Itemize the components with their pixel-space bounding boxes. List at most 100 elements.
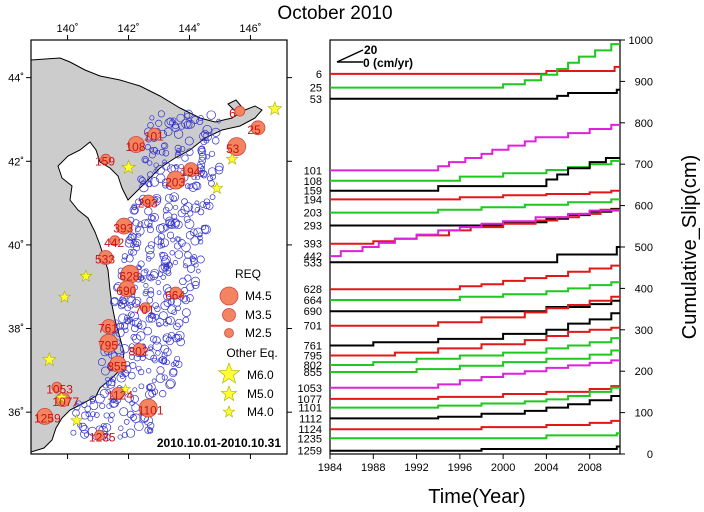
series-label-855: 855 — [304, 367, 322, 379]
seismicity-circle — [81, 411, 89, 420]
seismicity-circle — [128, 371, 136, 380]
x-tick-label: 1984 — [318, 462, 342, 474]
map-station-label: 1124 — [107, 389, 133, 403]
seismicity-circle — [166, 117, 175, 126]
seismicity-circle — [162, 284, 172, 293]
seismicity-circle — [155, 119, 163, 127]
seismicity-circle — [158, 264, 168, 273]
seismicity-circle — [186, 148, 194, 156]
series-line-53 — [330, 88, 620, 100]
seismicity-circle — [216, 118, 221, 124]
map-panel: 140˚ 142˚ 144˚ 146˚ 44˚ 42˚ 40˚ 38˚ 36˚ 6 25 53 101… — [8, 23, 292, 459]
figure-title: October 2010 — [277, 3, 392, 24]
map-lat-tick-label: 38˚ — [8, 324, 24, 336]
y-tick-label: 500 — [635, 242, 653, 254]
seismicity-circle — [187, 264, 196, 273]
seismicity-circle — [167, 220, 176, 229]
seismicity-circle — [135, 226, 145, 236]
seismicity-circle — [153, 168, 159, 174]
seismicity-circle — [207, 175, 214, 182]
req-circle — [169, 286, 183, 300]
series-label-761: 761 — [304, 341, 322, 353]
seismicity-circle — [127, 234, 135, 242]
seismicity-circle — [176, 148, 182, 154]
seismicity-circle — [157, 357, 164, 363]
seismicity-circle — [129, 311, 140, 322]
x-tick-label: 2000 — [491, 462, 515, 474]
map-lon-tick-label: 144˚ — [178, 23, 200, 35]
y-tick-label: 200 — [635, 366, 653, 378]
seismicity-circle — [186, 119, 195, 129]
map-station-label: 194 — [180, 165, 200, 179]
seismicity-circle — [145, 244, 155, 255]
series-label-101: 101 — [304, 165, 322, 177]
map-lat-tick-label: 40˚ — [8, 240, 24, 252]
map-lat-tick-label: 44˚ — [8, 73, 24, 85]
series-line-795 — [330, 326, 620, 357]
scale-bar: 20 0 (cm/yr) — [336, 43, 413, 70]
series-line-159 — [330, 157, 620, 192]
x-tick-label: 1996 — [448, 462, 472, 474]
series-label-159: 159 — [304, 186, 322, 198]
seismicity-circle — [123, 419, 130, 425]
seismicity-circle — [129, 320, 136, 326]
seismicity-circle — [166, 261, 172, 268]
seismicity-circle — [121, 253, 129, 260]
series-label-203: 203 — [304, 208, 322, 220]
seismicity-circle — [186, 117, 192, 123]
series-line-6 — [330, 65, 620, 75]
seismicity-circle — [139, 354, 146, 362]
seismicity-circle — [128, 353, 135, 360]
map-station-label: 393 — [113, 221, 133, 235]
map-station-label: 101 — [144, 129, 164, 143]
seismicity-circle — [208, 150, 216, 157]
seismicity-circle — [139, 276, 146, 283]
seismicity-circle — [146, 382, 156, 392]
seismicity-circle — [147, 171, 154, 178]
seismicity-circle — [137, 320, 147, 330]
seismicity-circle — [197, 239, 204, 245]
seismicity-circle — [182, 263, 188, 269]
legend-other-item-2: M4.0 — [247, 405, 274, 419]
seismicity-circle — [164, 118, 174, 128]
seismicity-circle — [131, 204, 137, 211]
seismicity-circle — [131, 413, 141, 424]
seismicity-circle — [171, 123, 180, 133]
series-label-795: 795 — [304, 351, 322, 363]
seismicity-circle — [173, 322, 181, 331]
map-station-label: 1259 — [34, 412, 61, 426]
seismicity-circle — [177, 209, 186, 218]
seismicity-circle — [204, 154, 210, 160]
seismicity-circle — [139, 182, 149, 193]
seismicity-circle — [141, 156, 149, 164]
x-tick-label: 1988 — [361, 462, 385, 474]
seismicity-circle — [149, 335, 158, 343]
seismicity-circle — [157, 110, 165, 118]
seismicity-circle — [180, 294, 189, 303]
series-label-664: 664 — [304, 295, 322, 307]
scale-label: 0 (cm/yr) — [363, 56, 413, 70]
seismicity-circle — [159, 252, 169, 261]
map-station-label: 1101 — [138, 403, 164, 417]
other-eq-star — [58, 290, 71, 303]
y-tick-label: 700 — [635, 159, 653, 171]
seismicity-circle — [198, 169, 205, 176]
seismicity-circle — [160, 238, 169, 248]
req-circle — [36, 407, 54, 425]
seismicity-circle — [80, 425, 89, 434]
series-line-101 — [330, 123, 620, 172]
map-station-label: 442 — [104, 236, 124, 250]
seismicity-circle — [163, 298, 172, 307]
seismicity-circle — [152, 302, 159, 309]
seismicity-circle — [121, 369, 129, 377]
seismicity-circle — [110, 296, 119, 305]
seismicity-circle — [118, 299, 128, 308]
legend-req-marker-small — [224, 328, 234, 338]
seismicity-circle — [199, 131, 209, 142]
seismicity-circle — [155, 373, 166, 383]
seismicity-circle — [126, 410, 135, 419]
seismicity-circle — [161, 352, 168, 359]
seismicity-circle — [190, 276, 201, 287]
req-circle — [98, 250, 114, 265]
